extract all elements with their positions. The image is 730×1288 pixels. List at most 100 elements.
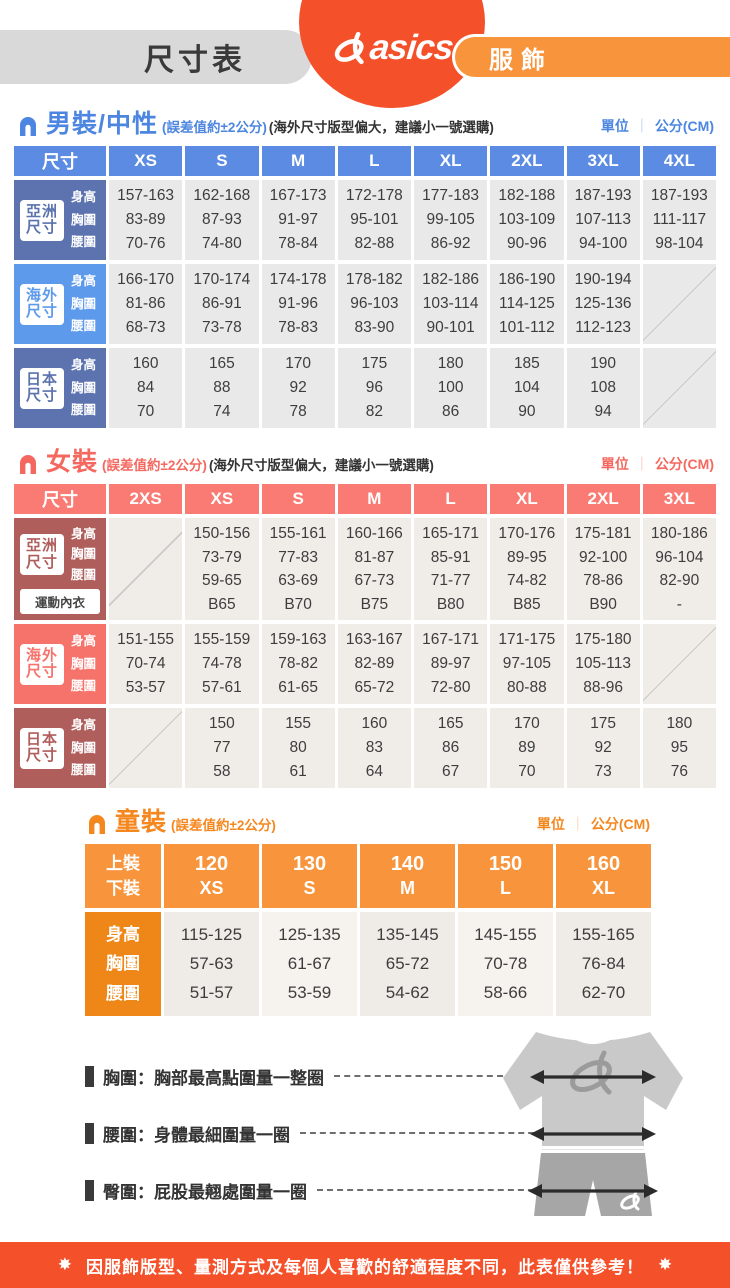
value: 91-97	[278, 211, 318, 229]
value: 105-113	[575, 655, 631, 673]
value-cell: 177-183 99-105 86-92	[414, 180, 488, 260]
section-name: 男裝/中性	[46, 110, 158, 138]
value: 81-87	[354, 548, 395, 566]
size-cell: 2XS	[109, 484, 183, 514]
corner-top: 上裝	[106, 853, 140, 873]
value: 108	[590, 379, 617, 397]
value: 88	[213, 379, 231, 397]
women-size-table: 尺寸 2XS XS S M L XL 2XL 3XL 亞洲尺寸 身高 胸圍 腰圍 運動內衣 150-156 7…	[14, 484, 716, 788]
value: 175-180	[574, 631, 632, 649]
row-label: 胸圍	[71, 212, 97, 227]
value-cell: 160-166 81-87 67-73 B75	[337, 518, 411, 620]
region-block: 海外尺寸 身高 胸圍 腰圍 151-155 70-74 53-57 155-159 74-78 5…	[14, 624, 716, 704]
value-cell: 180 100 86	[414, 348, 488, 428]
value: 53-59	[287, 983, 332, 1003]
dashed-connector	[334, 1075, 554, 1077]
value: 73-79	[202, 548, 242, 566]
value: 81-86	[125, 295, 166, 313]
measurement-arrows	[538, 1075, 648, 1193]
value: 70	[137, 403, 155, 421]
value: 157-163	[117, 187, 175, 205]
value-cell	[642, 348, 716, 428]
row-labels: 身高 胸圍 腰圍	[71, 714, 100, 782]
region-name-box: 日本尺寸	[20, 367, 64, 409]
size-cell: S	[185, 146, 259, 176]
value-cell: 165 88 74	[185, 348, 259, 428]
kids-value-cell: 115-125 57-63 51-57	[164, 912, 259, 1016]
value-cell: 155-159 74-78 57-61	[185, 624, 259, 704]
value: 63-69	[278, 572, 318, 589]
value: 170-176	[498, 525, 556, 542]
value: B75	[360, 595, 389, 613]
sizing-note: (海外尺寸版型偏大，建議小一號選購)	[268, 120, 494, 135]
value: 90-96	[507, 235, 547, 253]
value: 70-76	[125, 235, 166, 253]
size-cell: 2XL	[490, 146, 564, 176]
row-label: 胸圍	[106, 954, 140, 974]
value: 92-100	[578, 548, 628, 566]
measurement-legend: 胸圍：胸部最高點圍量一整圈 腰圍：身體最細圍量一圈 臀圍：屁股最翹處圍量一圈	[0, 1028, 730, 1222]
kids-size-cell: 130 S	[262, 844, 357, 908]
value: 112-123	[575, 319, 631, 337]
value: 135-145	[376, 924, 439, 944]
value: 78-86	[583, 572, 623, 589]
value-cell	[109, 518, 183, 620]
region-label-cell: 亞洲尺寸 身高 胸圍 腰圍 運動內衣	[14, 518, 106, 620]
value-cell: 186-190 114-125 101-112	[490, 264, 564, 344]
value: 165	[437, 715, 464, 733]
value-cell: 151-155 70-74 53-57	[109, 624, 183, 704]
value: 74-80	[202, 235, 242, 253]
size-header-row: 尺寸 2XS XS S M L XL 2XL 3XL	[14, 484, 716, 514]
tolerance-note: (誤差值約±2公分)	[161, 120, 267, 135]
value: 160-166	[345, 525, 403, 542]
value-cell: 180 95 76	[642, 708, 716, 788]
legend-item: 胸圍：胸部最高點圍量一整圈	[85, 1064, 562, 1088]
value-cell: 170 92 78	[261, 348, 335, 428]
kids-table-body: 身高 胸圍 腰圍 115-125 57-63 51-57 125-135 61-67 53-59…	[85, 912, 651, 1016]
region-label-inner: 海外尺寸 身高 胸圍 腰圍	[20, 270, 100, 338]
row-label: 身高	[71, 358, 97, 373]
value: 92	[594, 739, 612, 757]
value: 78-82	[278, 655, 318, 673]
row-label: 腰圍	[71, 403, 97, 418]
value-cell: 150 77 58	[185, 708, 259, 788]
value: 92	[289, 379, 307, 397]
value-cell: 166-170 81-86 68-73	[109, 264, 183, 344]
value: 150	[208, 715, 235, 733]
value: 89	[518, 739, 536, 757]
value: 172-178	[345, 187, 403, 205]
value: 107-113	[575, 211, 631, 229]
size-number: 150	[488, 853, 523, 876]
value: 77-83	[278, 548, 318, 566]
value-cell: 175 92 73	[566, 708, 640, 788]
value: 82-90	[659, 572, 700, 589]
value: B80	[436, 595, 465, 613]
value: 90-101	[426, 319, 475, 337]
value: 61	[289, 763, 307, 781]
value: 111-117	[652, 211, 707, 229]
region-block: 海外尺寸 身高 胸圍 腰圍 166-170 81-86 68-73 170-174 86-91 7…	[14, 264, 716, 344]
outfit-diagram	[503, 1028, 683, 1216]
category-label: 服飾	[489, 46, 553, 74]
value: 91-96	[278, 295, 318, 313]
value: 187-193	[650, 187, 708, 205]
row-label: 身高	[71, 718, 97, 733]
value-cell: 178-182 96-103 83-90	[337, 264, 411, 344]
kids-value-cell: 135-145 65-72 54-62	[360, 912, 455, 1016]
region-block: 亞洲尺寸 身高 胸圍 腰圍 運動內衣 150-156 73-79 59-65 B65 155-16…	[14, 518, 716, 620]
value: 180	[666, 715, 693, 733]
value: 82-89	[354, 655, 395, 673]
star-icon: ✸	[57, 1255, 72, 1274]
value: 70-78	[483, 953, 528, 973]
value: 62-70	[581, 983, 626, 1003]
value: 64	[365, 763, 383, 781]
value-cell: 160 83 64	[337, 708, 411, 788]
kids-value-cell: 155-165 76-84 62-70	[556, 912, 651, 1016]
size-cell: XS	[109, 146, 183, 176]
row-label: 腰圍	[71, 679, 97, 694]
size-number: 120	[194, 853, 229, 876]
value: 54-62	[385, 983, 430, 1003]
value: B90	[589, 595, 617, 613]
value: 95-101	[350, 211, 399, 229]
size-cell: 3XL	[566, 146, 640, 176]
